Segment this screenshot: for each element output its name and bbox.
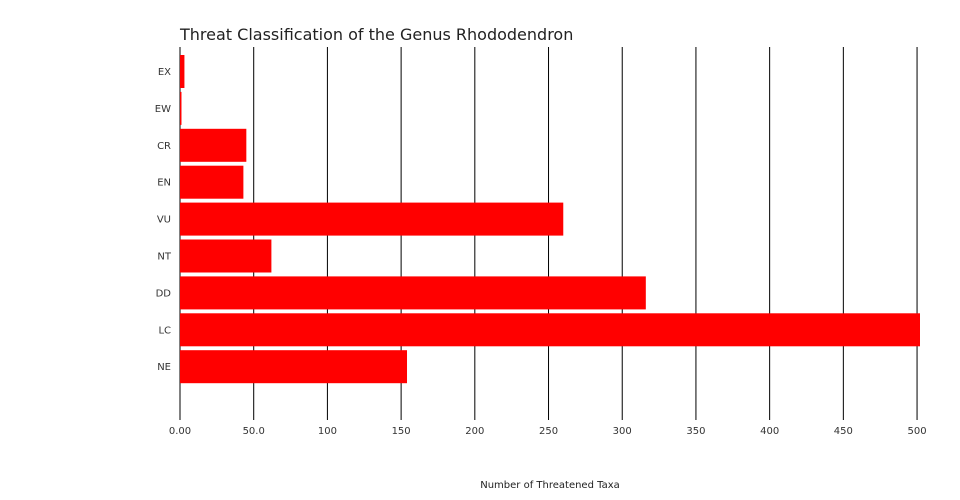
x-tick-label: 500	[908, 426, 927, 437]
bar-dd	[180, 276, 646, 309]
x-tick-label: 450	[834, 426, 853, 437]
bar-vu	[180, 203, 563, 236]
bar-ew	[180, 92, 181, 125]
x-tick-label: 250	[539, 426, 558, 437]
x-tick-label: 400	[760, 426, 779, 437]
bar-nt	[180, 240, 271, 273]
y-tick-label: EX	[158, 67, 171, 78]
y-tick-label: EN	[157, 178, 171, 189]
y-tick-label: EW	[155, 104, 171, 115]
x-tick-label: 50.0	[243, 426, 265, 437]
x-tick-label: 100	[318, 426, 337, 437]
chart-title: Threat Classification of the Genus Rhodo…	[179, 25, 573, 44]
bar-ne	[180, 350, 407, 383]
bar-cr	[180, 129, 246, 162]
y-tick-labels: EX EW CR EN VU NT DD LC NE	[155, 67, 172, 373]
y-tick-label: VU	[157, 215, 171, 226]
bar-lc	[180, 313, 920, 346]
y-tick-label: DD	[156, 288, 172, 299]
x-tick-labels: 0.00 50.0 100 150 200 250 300 350 400 450 500	[169, 426, 927, 437]
x-tick-label: 300	[613, 426, 632, 437]
y-tick-label: CR	[157, 141, 171, 152]
bar-ex	[180, 55, 184, 88]
x-tick-label: 350	[686, 426, 705, 437]
x-tick-label: 0.00	[169, 426, 191, 437]
x-tick-label: 150	[392, 426, 411, 437]
x-axis-title: Number of Threatened Taxa	[480, 480, 620, 491]
x-tick-label: 200	[465, 426, 484, 437]
y-tick-label: NT	[157, 252, 171, 263]
bars	[180, 55, 920, 383]
y-tick-label: NE	[157, 362, 171, 373]
y-tick-label: LC	[158, 325, 171, 336]
bar-en	[180, 166, 243, 199]
